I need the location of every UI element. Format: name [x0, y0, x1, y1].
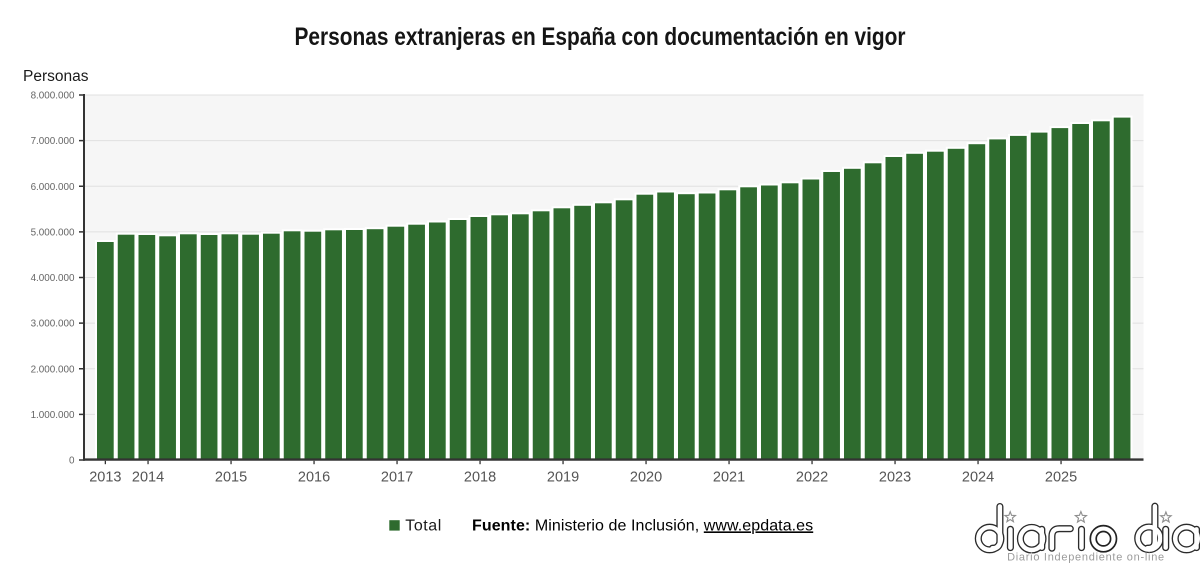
svg-text:2020: 2020	[630, 470, 662, 486]
svg-text:Diario Independiente on-line: Diario Independiente on-line	[1007, 552, 1165, 564]
svg-text:2016: 2016	[298, 470, 330, 486]
svg-text:Total: Total	[405, 517, 442, 534]
svg-text:2.000.000: 2.000.000	[31, 364, 75, 375]
svg-text:2025: 2025	[1045, 470, 1077, 486]
svg-text:3.000.000: 3.000.000	[31, 319, 75, 330]
svg-text:2023: 2023	[879, 470, 911, 486]
svg-text:2022: 2022	[796, 470, 828, 486]
svg-text:4.000.000: 4.000.000	[31, 273, 75, 284]
svg-text:2019: 2019	[547, 470, 579, 486]
svg-text:2013: 2013	[89, 470, 121, 486]
svg-text:2015: 2015	[215, 470, 247, 486]
svg-text:Personas: Personas	[23, 68, 89, 85]
svg-text:5.000.000: 5.000.000	[31, 227, 75, 238]
svg-text:Fuente: Ministerio de Inclusió: Fuente: Ministerio de Inclusión, www.epd…	[472, 517, 813, 534]
svg-text:0: 0	[69, 456, 75, 467]
svg-text:2021: 2021	[713, 470, 745, 486]
svg-text:1.000.000: 1.000.000	[31, 410, 75, 421]
svg-text:2024: 2024	[962, 470, 994, 486]
svg-text:Personas extranjeras en España: Personas extranjeras en España con docum…	[294, 22, 905, 50]
svg-text:2018: 2018	[464, 470, 496, 486]
svg-text:7.000.000: 7.000.000	[31, 136, 75, 147]
svg-text:2017: 2017	[381, 470, 413, 486]
svg-text:8.000.000: 8.000.000	[31, 91, 75, 102]
svg-text:6.000.000: 6.000.000	[31, 182, 75, 193]
svg-text:2014: 2014	[132, 470, 164, 486]
